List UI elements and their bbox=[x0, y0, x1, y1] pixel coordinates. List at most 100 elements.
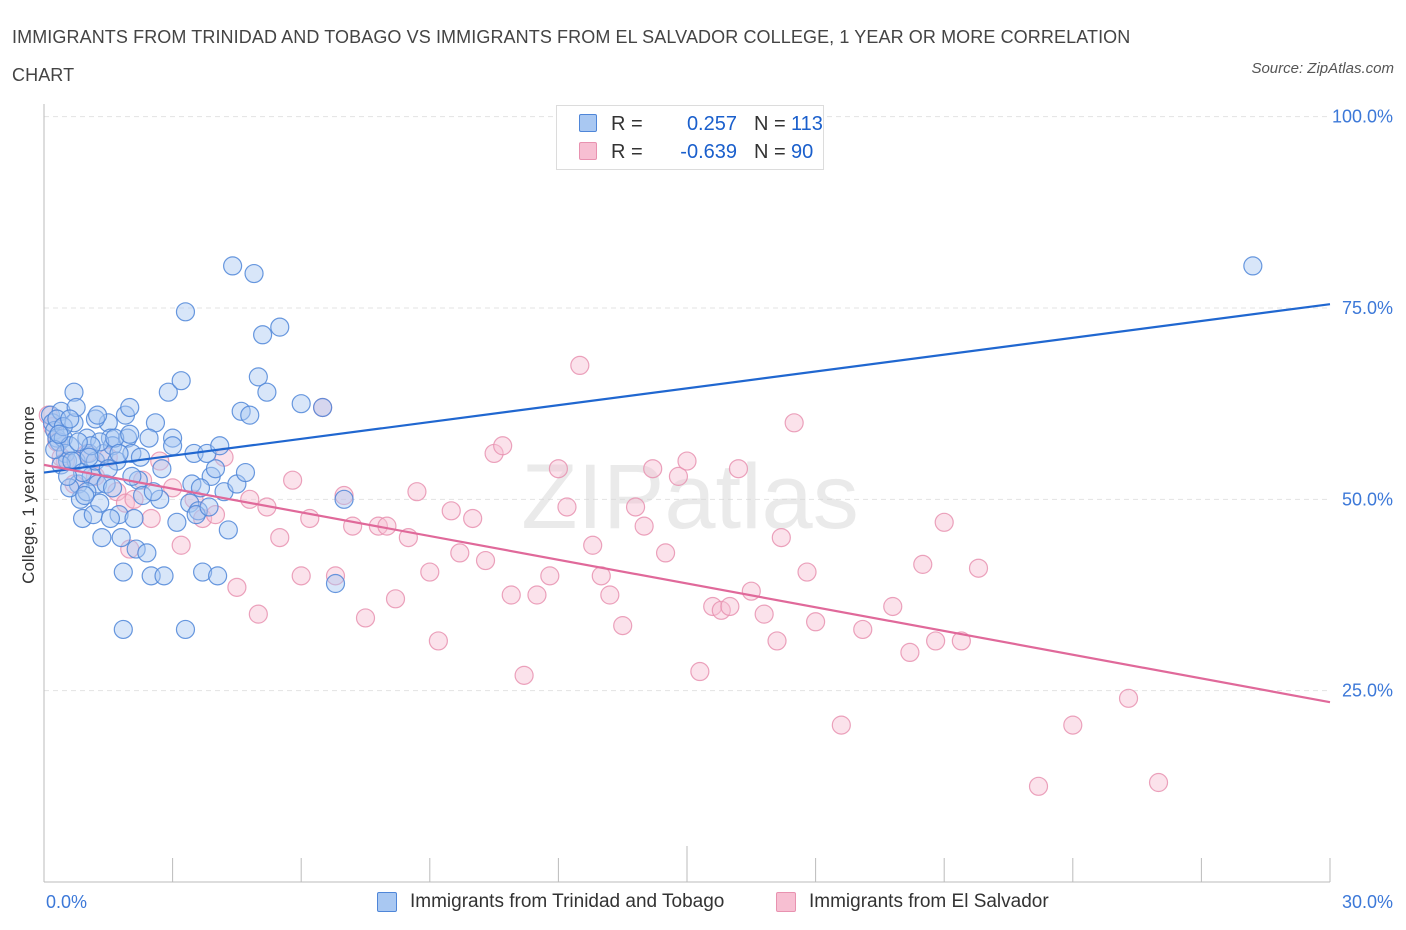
point-el-salvador bbox=[570, 355, 590, 375]
point-el-salvador bbox=[583, 535, 603, 555]
point-el-salvador bbox=[934, 512, 954, 532]
point-trinidad-tobago bbox=[68, 432, 88, 452]
point-el-salvador bbox=[428, 631, 448, 651]
point-el-salvador bbox=[527, 585, 547, 605]
point-trinidad-tobago bbox=[248, 367, 268, 387]
point-trinidad-tobago bbox=[81, 436, 101, 456]
point-trinidad-tobago bbox=[210, 436, 230, 456]
legend: R = 0.257 N = 113 R = -0.639 N = 90 bbox=[556, 105, 824, 170]
point-trinidad-tobago bbox=[124, 508, 144, 529]
point-trinidad-tobago bbox=[171, 371, 191, 391]
point-el-salvador bbox=[1118, 688, 1139, 708]
point-trinidad-tobago bbox=[64, 382, 84, 402]
trend-line-trinidad-tobago bbox=[43, 303, 1331, 474]
point-trinidad-tobago bbox=[152, 459, 172, 479]
x-tick-label: 0.0% bbox=[46, 892, 87, 912]
trend-lines bbox=[43, 303, 1331, 704]
point-el-salvador bbox=[493, 436, 513, 456]
point-trinidad-tobago bbox=[120, 424, 140, 444]
point-trinidad-tobago bbox=[57, 466, 78, 486]
point-el-salvador bbox=[385, 589, 406, 609]
point-el-salvador bbox=[441, 501, 461, 521]
point-trinidad-tobago bbox=[92, 527, 112, 548]
point-el-salvador bbox=[767, 631, 787, 651]
point-el-salvador bbox=[655, 543, 676, 563]
legend-swatch-series2 bbox=[579, 142, 597, 160]
point-trinidad-tobago bbox=[218, 520, 238, 540]
point-el-salvador bbox=[784, 413, 804, 433]
point-trinidad-tobago bbox=[109, 443, 129, 464]
point-el-salvador bbox=[720, 596, 740, 617]
point-el-salvador bbox=[600, 585, 620, 605]
point-trinidad-tobago bbox=[105, 428, 125, 448]
tick-labels: 25.0% 50.0% 75.0% 100.0% 0.0% 30.0% bbox=[46, 107, 1393, 912]
bottom-legend-label-series2: Immigrants from El Salvador bbox=[809, 891, 1049, 912]
trend-line-el-salvador bbox=[43, 463, 1331, 704]
point-trinidad-tobago bbox=[163, 428, 183, 448]
y-tick-label: 25.0% bbox=[1342, 681, 1393, 701]
legend-swatch-series1 bbox=[579, 114, 597, 132]
point-el-salvador bbox=[883, 596, 903, 617]
watermark: ZIPatlas bbox=[521, 446, 858, 548]
point-trinidad-tobago bbox=[313, 397, 333, 418]
point-trinidad-tobago bbox=[193, 562, 213, 582]
point-trinidad-tobago bbox=[257, 382, 277, 402]
point-trinidad-tobago bbox=[175, 619, 196, 640]
source-label: Source: ZipAtlas.com bbox=[1251, 60, 1394, 77]
point-trinidad-tobago bbox=[75, 485, 95, 506]
y-tick-label: 50.0% bbox=[1342, 489, 1393, 509]
point-trinidad-tobago bbox=[143, 482, 163, 502]
point-trinidad-tobago bbox=[325, 573, 346, 594]
point-el-salvador bbox=[900, 642, 920, 663]
point-el-salvador bbox=[171, 535, 191, 555]
point-el-salvador bbox=[450, 543, 470, 563]
legend-n-value: 113 bbox=[791, 113, 823, 135]
point-trinidad-tobago bbox=[100, 428, 121, 448]
point-el-salvador bbox=[1063, 715, 1083, 735]
point-el-salvador bbox=[291, 566, 311, 586]
x-tick-label: 30.0% bbox=[1342, 892, 1393, 912]
point-el-salvador bbox=[141, 508, 161, 529]
point-el-salvador bbox=[407, 482, 427, 502]
point-trinidad-tobago bbox=[111, 527, 131, 548]
legend-r-label: R = bbox=[611, 113, 643, 135]
point-el-salvador bbox=[668, 466, 689, 486]
point-trinidad-tobago bbox=[235, 462, 256, 483]
point-el-salvador bbox=[325, 566, 346, 586]
point-el-salvador bbox=[283, 470, 303, 490]
legend-n-label: N = bbox=[754, 113, 786, 135]
point-trinidad-tobago bbox=[130, 447, 151, 467]
point-trinidad-tobago bbox=[102, 478, 123, 498]
point-trinidad-tobago bbox=[150, 489, 170, 509]
point-el-salvador bbox=[831, 715, 851, 735]
point-el-salvador bbox=[728, 459, 749, 479]
point-el-salvador bbox=[420, 562, 440, 582]
point-el-salvador bbox=[240, 489, 260, 509]
point-el-salvador bbox=[797, 562, 817, 582]
point-trinidad-tobago bbox=[137, 543, 157, 563]
point-el-salvador bbox=[690, 661, 710, 682]
point-el-salvador bbox=[634, 516, 654, 536]
bottom-legend-label-series1: Immigrants from Trinidad and Tobago bbox=[410, 891, 725, 912]
point-trinidad-tobago bbox=[167, 512, 187, 532]
point-trinidad-tobago bbox=[100, 508, 121, 529]
point-trinidad-tobago bbox=[113, 562, 133, 582]
point-el-salvador bbox=[270, 527, 290, 548]
point-el-salvador bbox=[227, 577, 247, 597]
bottom-legend-swatch-series1 bbox=[377, 892, 397, 912]
point-el-salvador bbox=[926, 631, 946, 651]
y-tick-label: 75.0% bbox=[1342, 298, 1393, 318]
point-trinidad-tobago bbox=[120, 397, 140, 418]
chart-title: IMMIGRANTS FROM TRINIDAD AND TOBAGO VS I… bbox=[12, 27, 1131, 85]
point-trinidad-tobago bbox=[223, 256, 243, 276]
point-el-salvador bbox=[540, 566, 560, 586]
point-trinidad-tobago bbox=[158, 382, 178, 402]
point-el-salvador bbox=[853, 619, 873, 640]
axes bbox=[43, 104, 1331, 883]
point-el-salvador bbox=[643, 459, 663, 479]
bottom-legend-swatch-series2 bbox=[776, 892, 796, 912]
point-trinidad-tobago bbox=[87, 405, 108, 425]
point-trinidad-tobago bbox=[163, 436, 183, 456]
point-trinidad-tobago bbox=[126, 539, 146, 559]
point-el-salvador bbox=[951, 631, 971, 651]
